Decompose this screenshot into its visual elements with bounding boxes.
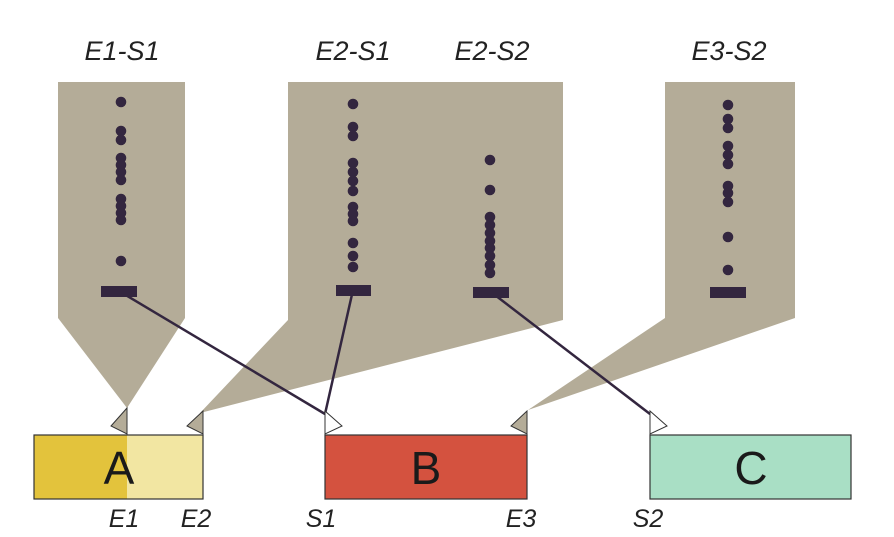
dot <box>484 250 496 262</box>
event-label-s1: S1 <box>306 505 337 533</box>
event-label-s2: S2 <box>633 505 664 533</box>
pair-label-e2-s2: E2-S2 <box>454 36 529 66</box>
dot <box>115 255 127 267</box>
dot-column-e2-s2 <box>484 154 496 279</box>
funnel-e1-s1 <box>58 82 185 408</box>
link-e2-s2 <box>490 291 651 415</box>
dot <box>347 215 359 227</box>
dot <box>722 187 734 199</box>
dot <box>484 227 496 239</box>
pair-label-e2-s1: E2-S1 <box>315 36 390 66</box>
dot <box>347 98 359 110</box>
dot <box>347 185 359 197</box>
funnel-e3-s2 <box>528 82 795 410</box>
event-label-e1: E1 <box>109 505 140 533</box>
dot <box>347 261 359 273</box>
dot <box>722 231 734 243</box>
dot <box>722 140 734 152</box>
dot <box>484 211 496 223</box>
median-bar-e3-s2 <box>710 287 746 298</box>
dot <box>115 174 127 186</box>
dot <box>347 237 359 249</box>
dot <box>115 214 127 226</box>
event-label-e3: E3 <box>506 505 537 533</box>
dot <box>347 130 359 142</box>
link-e2-s1 <box>323 289 355 415</box>
dot <box>484 154 496 166</box>
box-a-outline <box>33 434 204 500</box>
dot-column-e3-s2 <box>722 99 734 276</box>
box-c <box>649 434 852 500</box>
box-label-a: A <box>104 442 135 494</box>
marker-e3-icon <box>510 409 528 435</box>
dot <box>722 196 734 208</box>
median-bar-e2-s2 <box>473 287 509 298</box>
box-a <box>34 435 127 499</box>
dot <box>115 166 127 178</box>
dot-column-e1-s1 <box>115 96 127 267</box>
median-bar-e2-s1 <box>336 285 371 296</box>
link-e1-s1 <box>118 289 326 416</box>
dot <box>347 166 359 178</box>
dot <box>722 264 734 276</box>
dot <box>722 122 734 134</box>
box-label-b: B <box>411 442 442 494</box>
pair-label-e1-s1: E1-S1 <box>84 36 159 66</box>
dot <box>115 125 127 137</box>
box-a-extension <box>127 435 203 499</box>
dot <box>722 149 734 161</box>
dot <box>347 121 359 133</box>
dot <box>484 219 496 231</box>
dot <box>115 96 127 108</box>
dot <box>115 134 127 146</box>
marker-e1-icon <box>110 406 128 435</box>
pair-label-e3-s2: E3-S2 <box>691 36 766 66</box>
dot <box>484 242 496 254</box>
dot <box>722 99 734 111</box>
event-label-e2: E2 <box>181 505 212 533</box>
dot <box>347 157 359 169</box>
dot <box>722 113 734 125</box>
marker-e2-icon <box>186 409 204 435</box>
marker-s1-icon <box>324 409 343 435</box>
dot <box>484 267 496 279</box>
box-label-c: C <box>734 442 767 494</box>
dot <box>722 158 734 170</box>
dot <box>484 259 496 271</box>
marker-s2-icon <box>649 409 668 435</box>
dot-column-e2-s1 <box>347 98 359 273</box>
funnel-e2 <box>200 82 563 413</box>
dot <box>484 184 496 196</box>
median-bar-e1-s1 <box>101 286 137 297</box>
box-b <box>324 434 528 500</box>
dot <box>347 175 359 187</box>
dot <box>347 250 359 262</box>
